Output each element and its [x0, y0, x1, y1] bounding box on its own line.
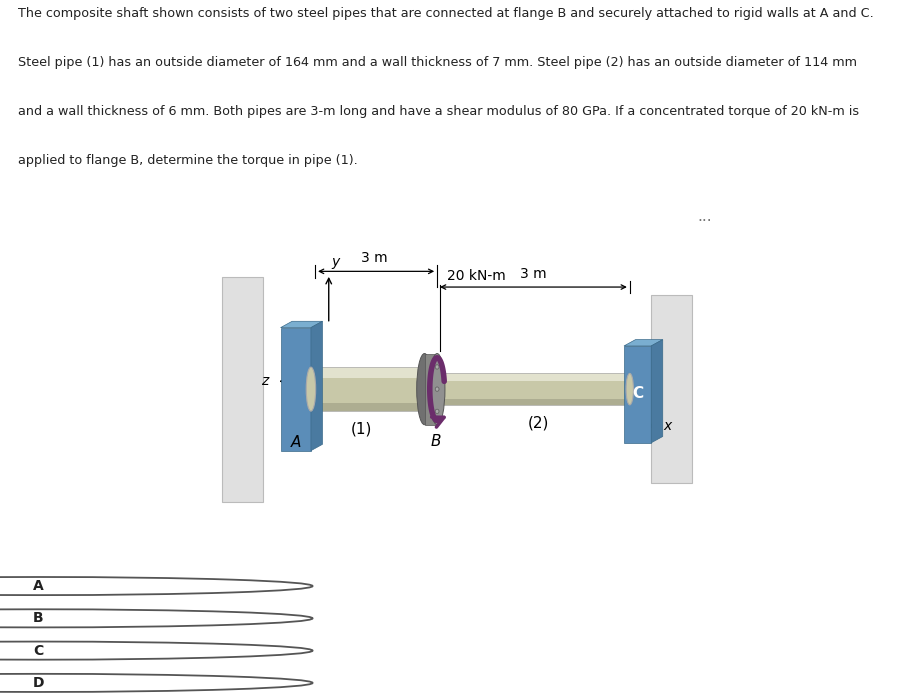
Circle shape	[0, 609, 313, 628]
Polygon shape	[624, 340, 663, 346]
FancyBboxPatch shape	[311, 367, 437, 411]
Polygon shape	[311, 321, 323, 451]
Text: z: z	[261, 374, 269, 388]
Text: Steel pipe (1) has an outside diameter of 164 mm and a wall thickness of 7 mm. S: Steel pipe (1) has an outside diameter o…	[18, 56, 857, 69]
FancyBboxPatch shape	[651, 295, 692, 483]
FancyBboxPatch shape	[437, 399, 630, 405]
Ellipse shape	[435, 365, 439, 369]
Ellipse shape	[435, 365, 439, 369]
Ellipse shape	[435, 387, 439, 391]
Text: The composite shaft shown consists of two steel pipes that are connected at flan: The composite shaft shown consists of tw…	[18, 7, 874, 20]
Text: C: C	[632, 386, 643, 401]
Ellipse shape	[435, 409, 439, 413]
Ellipse shape	[306, 367, 315, 411]
Text: B: B	[33, 611, 44, 625]
FancyBboxPatch shape	[437, 374, 630, 381]
Ellipse shape	[435, 409, 439, 413]
FancyBboxPatch shape	[311, 403, 437, 411]
Text: (2): (2)	[528, 415, 549, 430]
FancyBboxPatch shape	[281, 327, 311, 451]
Text: 14.85 kN-m: 14.85 kN-m	[75, 579, 155, 593]
FancyBboxPatch shape	[424, 354, 437, 424]
Ellipse shape	[417, 353, 432, 424]
Text: applied to flange B, determine the torque in pipe (1).: applied to flange B, determine the torqu…	[18, 154, 358, 167]
Text: A: A	[33, 579, 44, 593]
FancyBboxPatch shape	[311, 369, 437, 378]
Text: 3 m: 3 m	[520, 267, 547, 281]
Text: 15.63 kN-m: 15.63 kN-m	[75, 676, 155, 690]
Text: y: y	[332, 255, 340, 269]
Circle shape	[0, 641, 313, 660]
Text: B: B	[430, 434, 441, 449]
Text: and a wall thickness of 6 mm. Both pipes are 3-m long and have a shear modulus o: and a wall thickness of 6 mm. Both pipes…	[18, 105, 859, 118]
Text: ...: ...	[698, 209, 713, 223]
Ellipse shape	[430, 353, 445, 424]
Text: 20 kN-m: 20 kN-m	[447, 269, 505, 283]
Text: 3 m: 3 m	[361, 251, 388, 265]
FancyBboxPatch shape	[624, 346, 651, 443]
Text: A: A	[291, 436, 301, 450]
Text: x: x	[664, 419, 672, 433]
Text: C: C	[33, 644, 44, 658]
Polygon shape	[281, 321, 323, 327]
FancyBboxPatch shape	[222, 276, 263, 502]
Text: 9.40 kN-m: 9.40 kN-m	[75, 644, 147, 658]
Text: 10.98 kN-m: 10.98 kN-m	[75, 611, 156, 625]
Text: D: D	[33, 676, 44, 690]
Ellipse shape	[626, 373, 633, 405]
Circle shape	[0, 577, 313, 595]
FancyBboxPatch shape	[437, 373, 630, 405]
Ellipse shape	[435, 387, 439, 391]
Circle shape	[0, 674, 313, 692]
Text: (1): (1)	[350, 422, 372, 436]
Polygon shape	[651, 340, 663, 443]
